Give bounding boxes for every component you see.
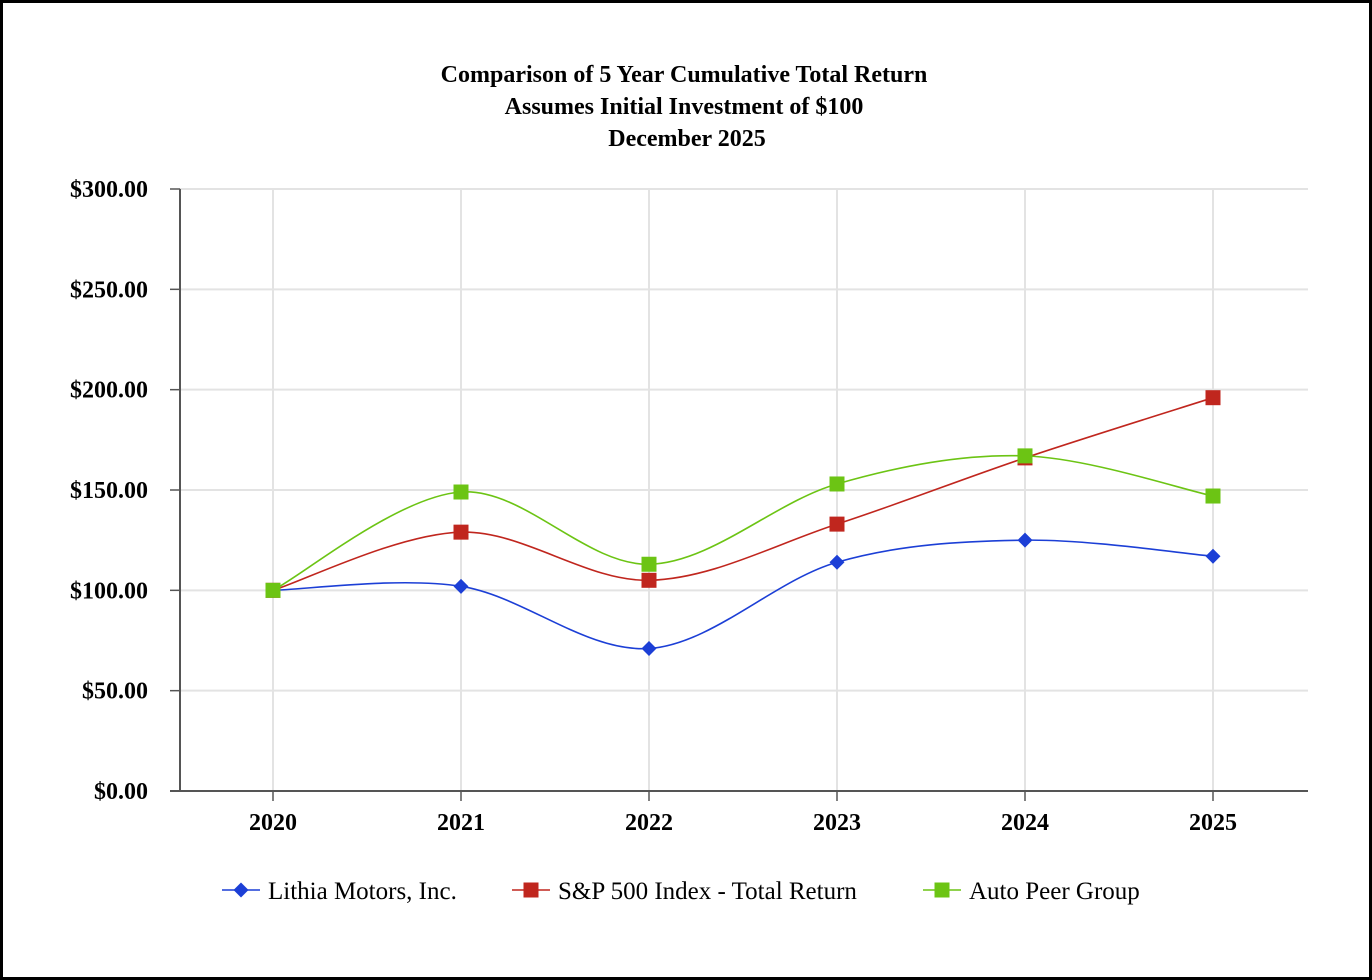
chart-title-line-2: Assumes Initial Investment of $100 (505, 94, 864, 120)
y-tick-label: $150.00 (70, 478, 148, 504)
data-point (1205, 390, 1221, 406)
chart-title-line-1: Comparison of 5 Year Cumulative Total Re… (441, 62, 928, 88)
chart-title: Comparison of 5 Year Cumulative Total Re… (441, 62, 928, 152)
data-point (829, 554, 845, 570)
data-point (829, 516, 845, 532)
data-point (1017, 532, 1033, 548)
legend-marker (233, 882, 249, 898)
data-point (641, 641, 657, 657)
data-point (1205, 488, 1221, 504)
y-tick-label: $100.00 (70, 578, 148, 604)
legend-marker (523, 882, 539, 898)
y-tick-label: $200.00 (70, 378, 148, 404)
legend-item: Lithia Motors, Inc. (222, 878, 457, 905)
y-tick-label: $250.00 (70, 277, 148, 303)
x-tick-label: 2022 (625, 810, 673, 836)
data-point (453, 524, 469, 540)
data-point (1205, 548, 1221, 564)
data-point (453, 484, 469, 500)
legend-item: S&P 500 Index - Total Return (512, 878, 857, 905)
series-1 (265, 390, 1221, 598)
grid-layer (180, 188, 1308, 791)
data-point (641, 572, 657, 588)
legend: Lithia Motors, Inc. S&P 500 Index - Total… (222, 878, 1140, 905)
legend-marker (934, 882, 950, 898)
legend-label: Lithia Motors, Inc. (268, 878, 457, 905)
axis-layer: $0.00 $50.00 $100.00 $150.00 $200.00 $250.00 $… (70, 177, 1308, 836)
legend-item: Auto Peer Group (923, 878, 1140, 905)
legend-label: S&P 500 Index - Total Return (558, 878, 857, 905)
x-tick-label: 2024 (1001, 810, 1049, 836)
data-point (829, 476, 845, 492)
y-tick-label: $300.00 (70, 177, 148, 203)
data-point (641, 556, 657, 572)
y-tick-label: $0.00 (94, 779, 148, 805)
series-line (272, 539, 1214, 650)
series-line (272, 454, 1214, 592)
x-tick-label: 2025 (1189, 810, 1237, 836)
x-tick-label: 2020 (249, 810, 297, 836)
legend-label: Auto Peer Group (969, 878, 1140, 905)
data-point (1017, 448, 1033, 464)
series-layer (265, 390, 1221, 657)
x-tick-label: 2021 (437, 810, 485, 836)
x-tick-label: 2023 (813, 810, 861, 836)
data-point (265, 582, 281, 598)
series-0 (265, 532, 1221, 657)
series-2 (265, 448, 1221, 598)
data-point (453, 578, 469, 594)
chart-title-line-3: December 2025 (608, 126, 766, 152)
series-line (272, 396, 1214, 592)
y-tick-label: $50.00 (82, 679, 148, 705)
